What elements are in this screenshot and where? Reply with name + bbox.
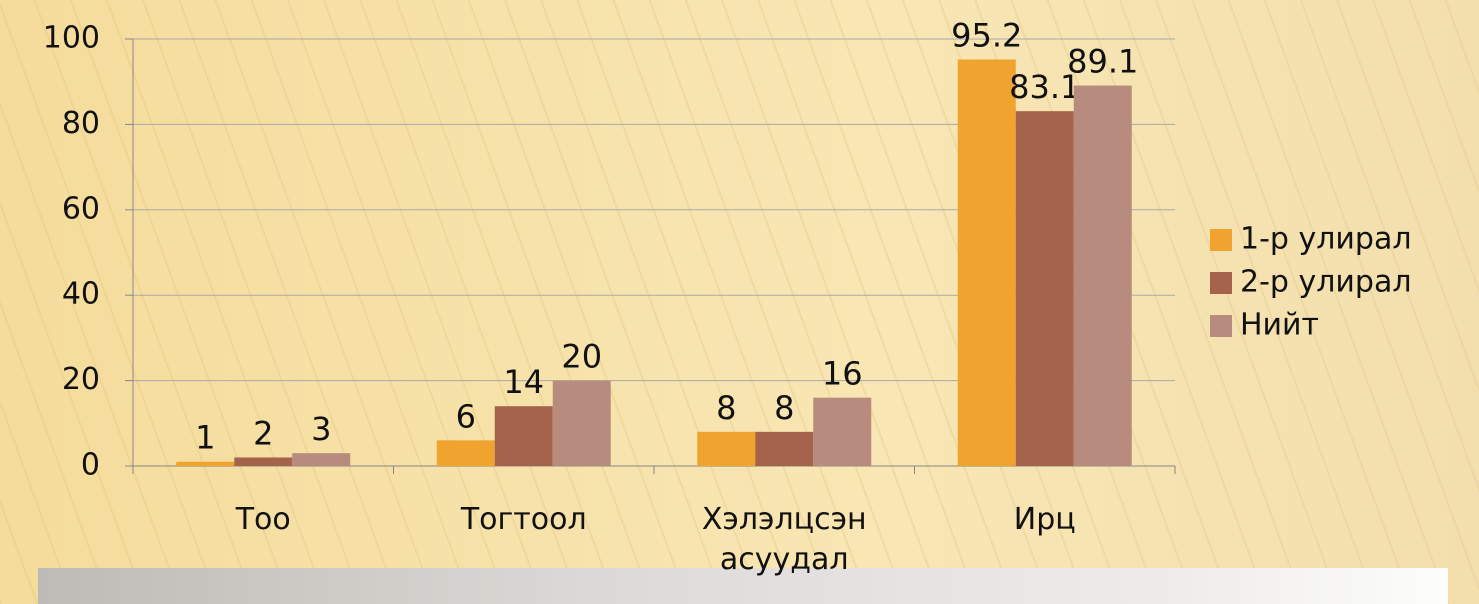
y-tick-label: 40 bbox=[62, 277, 100, 312]
data-label: 14 bbox=[503, 363, 544, 401]
data-label: 3 bbox=[311, 410, 331, 448]
y-tick-label: 20 bbox=[62, 362, 100, 397]
legend-label: 1-р улирал bbox=[1240, 222, 1412, 257]
x-tick-label: Тоо bbox=[143, 500, 383, 540]
x-tick-label: Ирц bbox=[925, 500, 1165, 540]
legend-swatch bbox=[1210, 315, 1232, 337]
y-tick-label: 100 bbox=[43, 21, 100, 56]
y-tick-label: 60 bbox=[62, 191, 100, 226]
bar bbox=[176, 462, 234, 466]
data-label: 89.1 bbox=[1067, 43, 1138, 81]
x-tick-label: Тогтоол bbox=[404, 500, 644, 540]
bar bbox=[234, 457, 292, 466]
bar bbox=[1074, 86, 1132, 466]
legend-label: 2-р улирал bbox=[1240, 265, 1412, 300]
bar bbox=[755, 432, 813, 466]
legend-label: Нийт bbox=[1240, 308, 1319, 343]
data-label: 20 bbox=[561, 338, 602, 376]
bar bbox=[813, 398, 871, 466]
slide: 02040608010012361420881695.283.189.11-р … bbox=[0, 0, 1479, 604]
bar bbox=[958, 59, 1016, 466]
bar bbox=[553, 381, 611, 466]
bar bbox=[495, 406, 553, 466]
bar bbox=[697, 432, 755, 466]
y-tick-label: 0 bbox=[81, 448, 100, 483]
bar bbox=[437, 440, 495, 466]
bar bbox=[1016, 111, 1074, 466]
data-label: 95.2 bbox=[951, 16, 1022, 54]
data-label: 1 bbox=[195, 419, 215, 457]
data-label: 8 bbox=[716, 389, 736, 427]
data-label: 8 bbox=[774, 389, 794, 427]
x-tick-label: Хэлэлцсэн асуудал bbox=[664, 500, 904, 580]
y-tick-label: 80 bbox=[62, 106, 100, 141]
data-label: 16 bbox=[822, 355, 863, 393]
data-label: 2 bbox=[253, 414, 273, 452]
legend-swatch bbox=[1210, 272, 1232, 294]
bar bbox=[292, 453, 350, 466]
data-label: 6 bbox=[456, 397, 476, 435]
legend-swatch bbox=[1210, 229, 1232, 251]
